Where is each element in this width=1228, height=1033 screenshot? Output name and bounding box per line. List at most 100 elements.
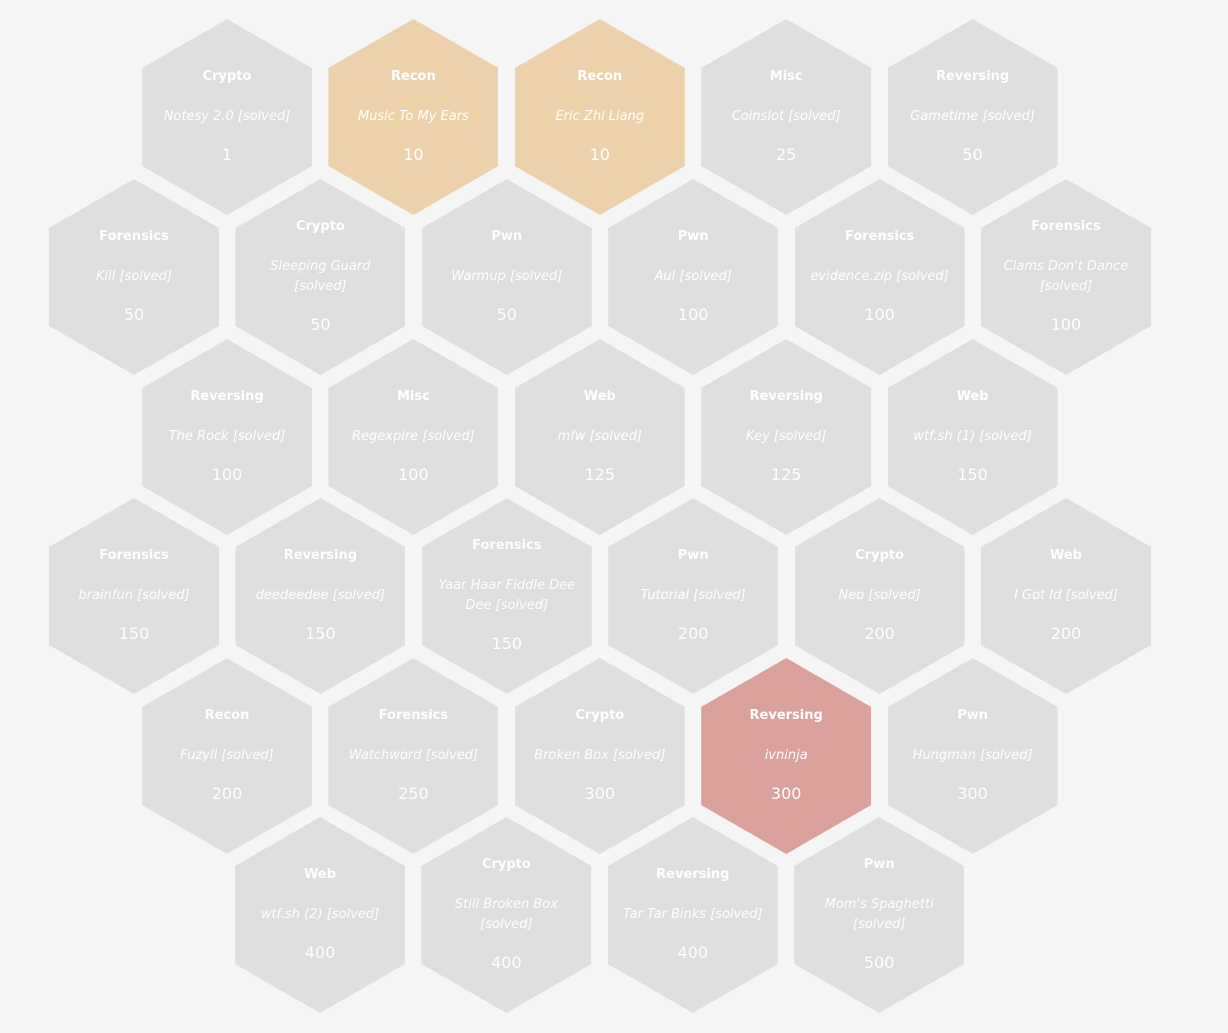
- challenge-hex[interactable]: Recon Music To My Ears 10: [328, 19, 499, 215]
- challenge-name: brainfun [solved]: [78, 588, 190, 603]
- challenge-name: Sleeping Guard [solved]: [270, 259, 371, 294]
- challenge-category: Reversing: [656, 867, 730, 882]
- challenge-name: Fuzyll [solved]: [180, 748, 274, 763]
- challenge-name: Watchword [solved]: [348, 748, 479, 763]
- challenge-category: Web: [583, 389, 616, 404]
- challenge-hex[interactable]: Misc Regexpire [solved] 100: [328, 339, 499, 535]
- challenge-hex[interactable]: Web mfw [solved] 125: [514, 339, 685, 535]
- challenge-name: Gametime [solved]: [910, 109, 1035, 124]
- challenge-category: Pwn: [677, 548, 709, 563]
- challenge-name: wtf.sh (2) [solved]: [260, 907, 380, 922]
- challenge-hex[interactable]: Crypto Notesy 2.0 [solved] 1: [142, 19, 312, 215]
- challenge-category: Crypto: [295, 219, 345, 234]
- challenge-name: Kill [solved]: [96, 269, 172, 284]
- challenge-hex[interactable]: Reversing ivninja 300: [701, 658, 872, 854]
- challenge-points: 400: [491, 953, 522, 972]
- challenge-points: 500: [863, 953, 895, 972]
- challenge-hex-content: Pwn Aul [solved] 100: [608, 179, 778, 375]
- challenge-name: Mom's Spaghetti [solved]: [824, 897, 934, 932]
- challenge-category: Reversing: [935, 69, 1010, 84]
- challenge-category: Recon: [391, 69, 436, 84]
- challenge-points: 150: [118, 624, 150, 643]
- challenge-category: Pwn: [863, 857, 895, 872]
- challenge-hex-content: Forensics Kill [solved] 50: [49, 179, 219, 375]
- challenge-hex-content: Forensics Watchword [solved] 250: [328, 658, 498, 854]
- challenge-hex[interactable]: Recon Fuzyll [solved] 200: [142, 658, 312, 854]
- challenge-name: wtf.sh (1) [solved]: [913, 429, 1032, 444]
- challenge-name: ivninja: [764, 748, 808, 763]
- challenge-points: 200: [864, 624, 895, 643]
- challenge-category: Misc: [396, 389, 430, 404]
- challenge-hex[interactable]: Crypto Broken Box [solved] 300: [514, 658, 685, 854]
- challenge-hex[interactable]: Pwn Tutorial [solved] 200: [608, 498, 779, 694]
- challenge-hex[interactable]: Pwn Warmup [solved] 50: [421, 179, 592, 375]
- challenge-hex[interactable]: Forensics Watchword [solved] 250: [328, 658, 499, 854]
- challenge-hex[interactable]: Reversing Tar Tar Binks [solved] 400: [607, 817, 778, 1013]
- challenge-hex[interactable]: Crypto Still Broken Box [solved] 400: [421, 817, 592, 1013]
- challenge-hex[interactable]: Forensics Kill [solved] 50: [49, 179, 219, 375]
- challenge-points: 100: [864, 305, 895, 324]
- challenge-name: Warmup [solved]: [451, 269, 563, 284]
- challenge-hex[interactable]: Crypto Neo [solved] 200: [794, 498, 965, 694]
- challenge-hex-content: Forensics Clams Don't Dance [solved] 100: [981, 179, 1151, 375]
- challenge-name: I Got Id [solved]: [1014, 588, 1118, 603]
- challenge-points: 300: [770, 784, 802, 803]
- challenge-category: Forensics: [472, 538, 542, 553]
- challenge-points: 100: [211, 465, 243, 484]
- challenge-hex[interactable]: Forensics Clams Don't Dance [solved] 100: [981, 179, 1151, 375]
- challenge-hex-content: Forensics Yaar Haar Fiddle Dee Dee [solve…: [422, 498, 592, 694]
- challenge-name: Aul [solved]: [654, 269, 732, 284]
- challenge-points: 100: [398, 465, 429, 484]
- challenge-hex-content: Recon Eric Zhi Liang 10: [515, 19, 685, 215]
- challenge-category: Pwn: [677, 229, 709, 244]
- challenge-hex[interactable]: Web wtf.sh (1) [solved] 150: [887, 339, 1058, 535]
- challenge-points: 50: [123, 305, 145, 324]
- challenge-points: 100: [1050, 315, 1082, 334]
- challenge-hex[interactable]: Reversing The Rock [solved] 100: [142, 339, 312, 535]
- challenge-hex[interactable]: Recon Eric Zhi Liang 10: [514, 19, 685, 215]
- challenge-hex-content: Crypto Neo [solved] 200: [795, 498, 965, 694]
- challenge-hex[interactable]: Web I Got Id [solved] 200: [981, 498, 1151, 694]
- challenge-points: 300: [584, 784, 616, 803]
- challenge-hex[interactable]: Forensics evidence.zip [solved] 100: [794, 179, 965, 375]
- challenge-hex-content: Web wtf.sh (1) [solved] 150: [888, 339, 1058, 535]
- challenge-hex-content: Misc Regexpire [solved] 100: [328, 339, 498, 535]
- challenge-points: 50: [496, 305, 517, 324]
- challenge-name: Notesy 2.0 [solved]: [163, 109, 291, 124]
- challenge-hex[interactable]: Reversing Key [solved] 125: [701, 339, 872, 535]
- challenge-category: Pwn: [957, 708, 988, 723]
- challenge-category: Forensics: [1031, 219, 1101, 234]
- challenge-category: Reversing: [190, 389, 264, 404]
- challenge-name: deedeedee [solved]: [255, 588, 386, 603]
- challenge-name: Still Broken Box [solved]: [454, 897, 558, 932]
- challenge-hex-content: Recon Music To My Ears 10: [328, 19, 498, 215]
- challenge-hex[interactable]: Forensics Yaar Haar Fiddle Dee Dee [solve…: [421, 498, 592, 694]
- challenge-hex-content: Reversing Key [solved] 125: [701, 339, 871, 535]
- challenge-hex[interactable]: Web wtf.sh (2) [solved] 400: [235, 817, 405, 1013]
- challenge-hex-content: Forensics evidence.zip [solved] 100: [795, 179, 965, 375]
- challenge-hex-content: Pwn Tutorial [solved] 200: [608, 498, 778, 694]
- challenge-category: Web: [956, 389, 989, 404]
- challenge-category: Pwn: [491, 229, 523, 244]
- challenge-name: Coinslot [solved]: [731, 109, 841, 124]
- challenge-points: 200: [1050, 624, 1082, 643]
- challenge-hex-content: Reversing deedeedee [solved] 150: [235, 498, 405, 694]
- challenge-hex-content: Pwn Mom's Spaghetti [solved] 500: [794, 817, 964, 1013]
- challenge-hex[interactable]: Reversing Gametime [solved] 50: [887, 19, 1058, 215]
- challenge-hex[interactable]: Misc Coinslot [solved] 25: [701, 19, 872, 215]
- challenge-hex-content: Pwn Hungman [solved] 300: [888, 658, 1058, 854]
- challenge-name: mfw [solved]: [557, 429, 643, 444]
- challenge-hex[interactable]: Pwn Hungman [solved] 300: [887, 658, 1058, 854]
- challenge-hex[interactable]: Forensics brainfun [solved] 150: [49, 498, 219, 694]
- challenge-hex[interactable]: Pwn Aul [solved] 100: [608, 179, 779, 375]
- challenge-hex[interactable]: Crypto Sleeping Guard [solved] 50: [235, 179, 406, 375]
- challenge-points: 150: [491, 634, 523, 653]
- challenge-points: 125: [770, 465, 802, 484]
- challenge-category: Misc: [769, 69, 803, 84]
- challenge-name: Key [solved]: [746, 429, 827, 444]
- challenge-hex[interactable]: Reversing deedeedee [solved] 150: [235, 498, 406, 694]
- challenge-hex-content: Forensics brainfun [solved] 150: [49, 498, 219, 694]
- challenge-name: Music To My Ears: [357, 109, 469, 124]
- challenge-category: Reversing: [749, 708, 823, 723]
- challenge-hex[interactable]: Pwn Mom's Spaghetti [solved] 500: [794, 817, 965, 1013]
